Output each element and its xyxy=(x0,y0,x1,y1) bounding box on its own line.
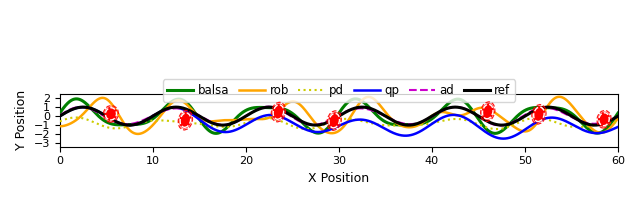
ad xyxy=(294,119,302,122)
qp xyxy=(499,137,507,140)
pd xyxy=(604,122,611,124)
ref xyxy=(543,106,551,108)
Ellipse shape xyxy=(598,112,610,127)
ad xyxy=(264,105,272,108)
ref xyxy=(614,115,622,117)
Ellipse shape xyxy=(272,104,285,121)
rob xyxy=(56,125,63,127)
ref xyxy=(56,115,63,117)
balsa xyxy=(294,117,302,120)
ad xyxy=(120,123,127,125)
qp xyxy=(56,115,63,117)
Ellipse shape xyxy=(328,112,340,129)
ref xyxy=(120,123,127,126)
ad xyxy=(497,124,504,127)
qp xyxy=(120,123,127,126)
pd xyxy=(294,127,302,129)
qp xyxy=(79,106,87,108)
Line: rob: rob xyxy=(60,97,618,134)
ref xyxy=(79,106,87,108)
qp xyxy=(270,114,278,116)
Line: ref: ref xyxy=(60,107,618,125)
rob xyxy=(614,117,622,120)
rob xyxy=(543,106,551,108)
pd xyxy=(120,126,127,129)
balsa xyxy=(56,112,63,114)
qp xyxy=(294,125,302,127)
rob xyxy=(270,114,278,116)
ad xyxy=(604,120,611,122)
Ellipse shape xyxy=(179,112,191,129)
Line: balsa: balsa xyxy=(60,99,618,133)
balsa xyxy=(212,132,220,135)
ref xyxy=(591,124,598,126)
rob xyxy=(556,96,563,98)
rob xyxy=(153,119,161,122)
rob xyxy=(120,121,127,124)
qp xyxy=(614,126,622,128)
pd xyxy=(72,116,79,119)
qp xyxy=(543,117,551,119)
balsa xyxy=(270,107,278,109)
pd xyxy=(153,119,161,122)
ref xyxy=(294,118,302,121)
Ellipse shape xyxy=(481,103,494,120)
pd xyxy=(302,128,310,130)
X-axis label: X Position: X Position xyxy=(308,172,369,185)
rob xyxy=(604,129,611,132)
Ellipse shape xyxy=(532,106,545,123)
qp xyxy=(604,130,611,133)
ref xyxy=(270,106,278,109)
pd xyxy=(270,118,278,120)
ad xyxy=(614,115,622,118)
ad xyxy=(56,114,63,117)
qp xyxy=(153,113,161,115)
rob xyxy=(134,133,142,135)
ref xyxy=(604,121,611,123)
Ellipse shape xyxy=(104,107,118,121)
Y-axis label: Y Position: Y Position xyxy=(15,90,28,150)
pd xyxy=(56,120,63,123)
Line: ad: ad xyxy=(60,107,618,125)
balsa xyxy=(604,126,611,129)
Line: qp: qp xyxy=(60,107,618,139)
balsa xyxy=(543,106,551,109)
Legend: balsa, rob, pd, qp, ad, ref: balsa, rob, pd, qp, ad, ref xyxy=(163,79,515,102)
ad xyxy=(543,107,551,109)
ad xyxy=(153,113,161,115)
balsa xyxy=(120,124,127,126)
pd xyxy=(543,118,551,121)
ad xyxy=(270,106,278,109)
rob xyxy=(294,102,302,104)
Line: pd: pd xyxy=(60,117,618,129)
ref xyxy=(153,113,161,115)
pd xyxy=(614,121,622,123)
balsa xyxy=(614,112,622,114)
balsa xyxy=(352,98,360,100)
balsa xyxy=(153,115,161,117)
